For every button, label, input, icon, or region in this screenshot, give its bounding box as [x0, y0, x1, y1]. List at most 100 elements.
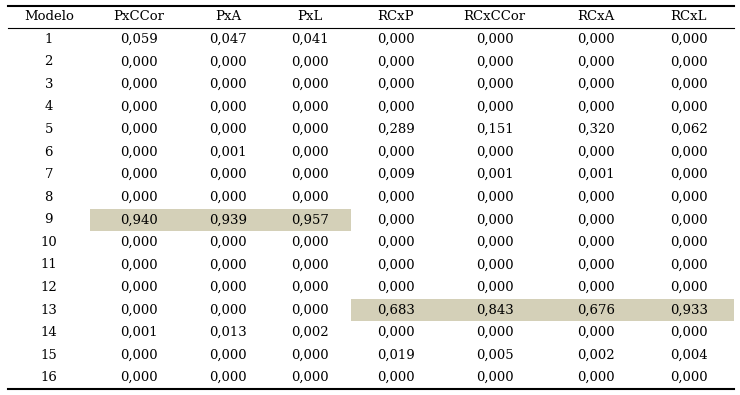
- Text: 0,000: 0,000: [120, 123, 158, 136]
- Text: 0,000: 0,000: [209, 349, 247, 362]
- Text: 0,000: 0,000: [209, 303, 247, 316]
- Text: RCxCCor: RCxCCor: [464, 11, 526, 23]
- Text: 0,000: 0,000: [577, 55, 615, 68]
- Text: 0,062: 0,062: [670, 123, 707, 136]
- Text: 0,320: 0,320: [577, 123, 615, 136]
- Text: 0,000: 0,000: [377, 146, 414, 159]
- Text: 0,000: 0,000: [476, 213, 514, 226]
- Text: 0,001: 0,001: [120, 326, 158, 339]
- Text: 0,000: 0,000: [377, 213, 414, 226]
- Text: 0,000: 0,000: [377, 33, 414, 46]
- Text: 0,002: 0,002: [291, 326, 329, 339]
- Text: 0,289: 0,289: [377, 123, 415, 136]
- Text: 0,000: 0,000: [670, 100, 707, 113]
- Text: 7: 7: [44, 168, 53, 181]
- Text: 0,001: 0,001: [577, 168, 615, 181]
- Text: 0,000: 0,000: [209, 55, 247, 68]
- Text: 0,000: 0,000: [120, 146, 158, 159]
- Text: 11: 11: [41, 258, 57, 271]
- Text: 0,000: 0,000: [120, 236, 158, 249]
- Text: PxCCor: PxCCor: [113, 11, 164, 23]
- Text: 0,000: 0,000: [120, 303, 158, 316]
- Text: 0,000: 0,000: [120, 55, 158, 68]
- Text: 0,000: 0,000: [670, 33, 707, 46]
- Text: PxL: PxL: [297, 11, 323, 23]
- Text: 0,000: 0,000: [120, 281, 158, 294]
- Text: 13: 13: [41, 303, 57, 316]
- Text: 0,000: 0,000: [120, 78, 158, 91]
- Text: 0,000: 0,000: [209, 281, 247, 294]
- Text: 0,000: 0,000: [209, 236, 247, 249]
- Text: 0,000: 0,000: [291, 303, 329, 316]
- Text: 6: 6: [44, 146, 53, 159]
- Text: 0,000: 0,000: [670, 326, 707, 339]
- Text: 2: 2: [44, 55, 53, 68]
- Text: 0,940: 0,940: [120, 213, 158, 226]
- Bar: [269, 209, 351, 231]
- Text: 0,000: 0,000: [209, 78, 247, 91]
- Text: 0,000: 0,000: [476, 281, 514, 294]
- Text: 0,939: 0,939: [209, 213, 247, 226]
- Text: 0,843: 0,843: [476, 303, 514, 316]
- Text: 0,000: 0,000: [577, 213, 615, 226]
- Text: 0,000: 0,000: [377, 78, 414, 91]
- Text: 0,000: 0,000: [670, 236, 707, 249]
- Text: 0,000: 0,000: [670, 55, 707, 68]
- Text: 0,000: 0,000: [377, 371, 414, 384]
- Text: 0,000: 0,000: [120, 100, 158, 113]
- Text: 15: 15: [41, 349, 57, 362]
- Text: 0,000: 0,000: [291, 146, 329, 159]
- Text: 0,004: 0,004: [670, 349, 707, 362]
- Text: 0,009: 0,009: [377, 168, 415, 181]
- Bar: [441, 299, 548, 321]
- Text: 9: 9: [44, 213, 53, 226]
- Text: 0,002: 0,002: [577, 349, 615, 362]
- Text: 0,957: 0,957: [291, 213, 329, 226]
- Text: PxA: PxA: [215, 11, 241, 23]
- Text: 0,000: 0,000: [670, 371, 707, 384]
- Text: 0,000: 0,000: [476, 100, 514, 113]
- Text: RCxP: RCxP: [377, 11, 414, 23]
- Text: 0,000: 0,000: [209, 371, 247, 384]
- Text: 16: 16: [41, 371, 57, 384]
- Text: 0,000: 0,000: [209, 191, 247, 204]
- Text: 0,000: 0,000: [291, 258, 329, 271]
- Text: 0,000: 0,000: [377, 281, 414, 294]
- Text: 0,019: 0,019: [377, 349, 415, 362]
- Text: 0,000: 0,000: [291, 168, 329, 181]
- Text: 0,000: 0,000: [291, 349, 329, 362]
- Text: 0,000: 0,000: [120, 371, 158, 384]
- Text: 0,000: 0,000: [577, 281, 615, 294]
- Text: 5: 5: [44, 123, 53, 136]
- Text: 4: 4: [44, 100, 53, 113]
- Bar: [90, 209, 187, 231]
- Text: 0,000: 0,000: [577, 100, 615, 113]
- Text: 0,000: 0,000: [577, 33, 615, 46]
- Text: 0,000: 0,000: [476, 191, 514, 204]
- Text: 0,000: 0,000: [377, 191, 414, 204]
- Text: 0,683: 0,683: [377, 303, 415, 316]
- Text: 0,000: 0,000: [209, 258, 247, 271]
- Text: 0,000: 0,000: [476, 236, 514, 249]
- Text: 0,000: 0,000: [577, 236, 615, 249]
- Text: 10: 10: [41, 236, 57, 249]
- Text: 0,000: 0,000: [291, 100, 329, 113]
- Text: 0,000: 0,000: [476, 78, 514, 91]
- Text: 0,000: 0,000: [670, 78, 707, 91]
- Text: 0,001: 0,001: [476, 168, 514, 181]
- Text: 0,013: 0,013: [209, 326, 247, 339]
- Text: 0,000: 0,000: [476, 55, 514, 68]
- Text: 0,000: 0,000: [577, 146, 615, 159]
- Text: RCxA: RCxA: [577, 11, 614, 23]
- Text: 0,000: 0,000: [291, 191, 329, 204]
- Bar: [643, 299, 734, 321]
- Text: 0,000: 0,000: [291, 123, 329, 136]
- Text: 0,000: 0,000: [577, 258, 615, 271]
- Text: 1: 1: [44, 33, 53, 46]
- Text: 0,000: 0,000: [291, 281, 329, 294]
- Text: 0,041: 0,041: [291, 33, 329, 46]
- Text: 0,000: 0,000: [291, 78, 329, 91]
- Bar: [548, 299, 643, 321]
- Text: 0,000: 0,000: [577, 371, 615, 384]
- Text: 0,000: 0,000: [377, 326, 414, 339]
